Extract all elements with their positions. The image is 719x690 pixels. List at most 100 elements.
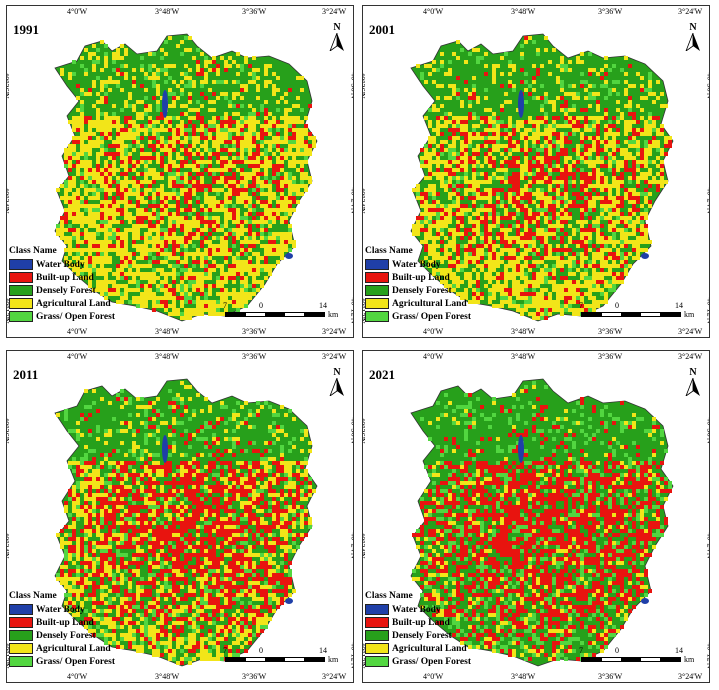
legend: Class Name Water Body Built-up Land Densel…: [9, 246, 115, 323]
legend-swatch: [365, 630, 389, 641]
tick-bottom-1: 4°0'W: [67, 327, 88, 336]
tick-top-1: 4°0'W: [67, 352, 88, 361]
north-arrow-icon: [685, 377, 700, 398]
tick-left-1: 40°36'N: [6, 417, 11, 444]
legend-label: Built-up Land: [392, 617, 450, 628]
scale-bar-graphic: [225, 312, 325, 317]
legend-label: Densely Forest: [36, 630, 96, 641]
legend-label: Water Body: [392, 604, 441, 615]
tick-right-1: 40°36'N: [349, 72, 354, 99]
land-use-map: [54, 33, 318, 322]
scale-bar: 7 0 14 km: [223, 646, 343, 668]
legend-label: Water Body: [36, 259, 85, 270]
water-body: [162, 435, 168, 463]
legend-swatch: [365, 298, 389, 309]
legend-label: Agricultural Land: [392, 298, 467, 309]
legend-swatch: [365, 656, 389, 667]
scale-mid-label: 0: [259, 646, 263, 655]
north-arrow: N: [329, 367, 345, 401]
scale-mid-label: 0: [259, 301, 263, 310]
scale-unit: km: [328, 655, 339, 664]
legend-item-1: Built-up Land: [9, 271, 115, 284]
legend-label: Built-up Land: [36, 272, 94, 283]
legend-title: Class Name: [9, 246, 57, 256]
legend: Class Name Water Body Built-up Land Densel…: [9, 591, 115, 668]
legend: Class Name Water Body Built-up Land Densel…: [365, 591, 471, 668]
legend-swatch: [9, 259, 33, 270]
tick-right-3: 40°12'N: [349, 297, 354, 324]
tick-bottom-1: 4°0'W: [67, 672, 88, 681]
legend-label: Water Body: [36, 604, 85, 615]
scale-bar: 7 0 14 km: [223, 301, 343, 323]
tick-bottom-3: 3°36'W: [242, 672, 267, 681]
scale-mid-label: 0: [615, 301, 619, 310]
tick-bottom-2: 3°48'W: [511, 327, 536, 336]
legend-swatch: [365, 285, 389, 296]
tick-top-3: 3°36'W: [598, 7, 623, 16]
legend-item-4: Grass/ Open Forest: [9, 655, 115, 668]
tick-top-1: 4°0'W: [423, 7, 444, 16]
tick-top-3: 3°36'W: [598, 352, 623, 361]
tick-left-1: 40°36'N: [6, 72, 11, 99]
legend-label: Grass/ Open Forest: [36, 656, 115, 667]
legend-label: Grass/ Open Forest: [392, 656, 471, 667]
legend-item-1: Built-up Land: [365, 616, 471, 629]
north-label: N: [689, 22, 697, 33]
legend-label: Built-up Land: [36, 617, 94, 628]
north-arrow-icon: [329, 32, 344, 53]
legend-label: Water Body: [392, 259, 441, 270]
scale-right-label: 14: [319, 646, 327, 655]
tick-bottom-1: 4°0'W: [423, 672, 444, 681]
legend-swatch: [9, 643, 33, 654]
tick-top-4: 3°24'W: [322, 7, 347, 16]
legend-item-1: Built-up Land: [9, 616, 115, 629]
scale-left-label: 7: [223, 646, 227, 655]
legend-item-2: Densely Forest: [365, 284, 471, 297]
legend-swatch: [365, 617, 389, 628]
legend-swatch: [9, 617, 33, 628]
legend-swatch: [365, 604, 389, 615]
legend-swatch: [9, 298, 33, 309]
land-use-map: [54, 378, 318, 667]
tick-left-2: 40°24'N: [6, 187, 11, 214]
tick-bottom-4: 3°24'W: [678, 327, 703, 336]
scale-left-label: 7: [223, 301, 227, 310]
tick-bottom-2: 3°48'W: [155, 672, 180, 681]
scale-unit: km: [684, 655, 695, 664]
legend-label: Grass/ Open Forest: [392, 311, 471, 322]
map-panel-1991: 1991 4°0'W 3°48'W 3°36'W 3°24'W 4°0'W 3°…: [6, 5, 354, 338]
panel-year: 2001: [369, 22, 395, 37]
tick-left-2: 40°24'N: [362, 187, 367, 214]
tick-right-3: 40°12'N: [705, 297, 710, 324]
panel-year: 1991: [13, 22, 39, 37]
tick-bottom-3: 3°36'W: [242, 327, 267, 336]
legend-swatch: [365, 643, 389, 654]
north-label: N: [333, 367, 341, 378]
tick-top-4: 3°24'W: [678, 7, 703, 16]
north-arrow: N: [329, 22, 345, 56]
legend-label: Agricultural Land: [392, 643, 467, 654]
land-use-map: [410, 33, 674, 322]
scale-unit: km: [684, 310, 695, 319]
legend-label: Densely Forest: [392, 285, 452, 296]
north-arrow: N: [685, 22, 701, 56]
tick-bottom-3: 3°36'W: [598, 327, 623, 336]
tick-left-2: 40°24'N: [6, 532, 11, 559]
tick-bottom-4: 3°24'W: [322, 672, 347, 681]
map-panel-2021: 2021 4°0'W 3°48'W 3°36'W 3°24'W 4°0'W 3°…: [362, 350, 710, 683]
water-body: [518, 90, 524, 118]
tick-top-2: 3°48'W: [155, 352, 180, 361]
scale-right-label: 14: [675, 646, 683, 655]
legend-swatch: [9, 311, 33, 322]
tick-top-2: 3°48'W: [511, 352, 536, 361]
legend-item-4: Grass/ Open Forest: [365, 655, 471, 668]
scale-right-label: 14: [675, 301, 683, 310]
north-label: N: [333, 22, 341, 33]
legend-title: Class Name: [9, 591, 57, 601]
scale-bar-graphic: [581, 657, 681, 662]
legend-label: Built-up Land: [392, 272, 450, 283]
scale-left-label: 7: [579, 646, 583, 655]
tick-top-2: 3°48'W: [155, 7, 180, 16]
tick-bottom-2: 3°48'W: [155, 327, 180, 336]
legend-swatch: [9, 604, 33, 615]
